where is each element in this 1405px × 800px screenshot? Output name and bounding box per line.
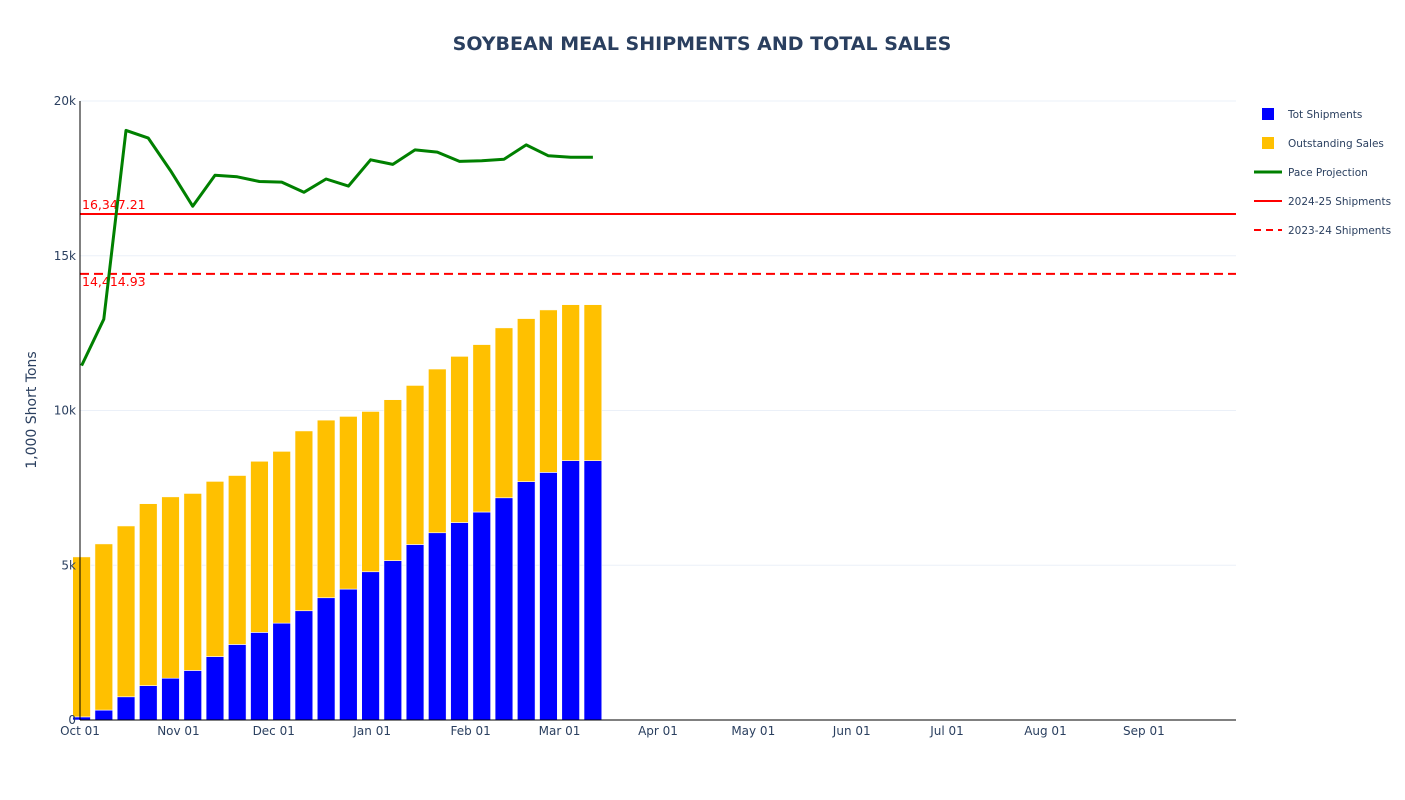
bar-outstanding-sales <box>494 327 514 499</box>
bar-tot-shipments <box>450 522 469 721</box>
x-tick-label: Oct 01 <box>60 724 100 738</box>
legend-swatch <box>1262 108 1274 120</box>
x-tick-label: Jan 01 <box>352 724 391 738</box>
bar-tot-shipments <box>517 481 536 721</box>
bar-tot-shipments <box>316 597 336 721</box>
y-tick-label: 0 <box>68 713 76 727</box>
bar-outstanding-sales <box>72 556 91 718</box>
x-tick-label: Jun 01 <box>832 724 871 738</box>
bar-tot-shipments <box>272 622 291 721</box>
bar-outstanding-sales <box>583 304 603 461</box>
bar-outstanding-sales <box>361 411 380 573</box>
bar-tot-shipments <box>139 685 158 721</box>
bar-tot-shipments <box>339 588 358 721</box>
bar-tot-shipments <box>183 670 202 721</box>
legend-label: 2024-25 Shipments <box>1288 196 1391 208</box>
x-tick-label: Nov 01 <box>157 724 200 738</box>
gridlines <box>80 100 1236 566</box>
bar-outstanding-sales <box>139 503 158 686</box>
y-tick-label: 5k <box>61 558 76 572</box>
bar-tot-shipments <box>383 560 403 721</box>
legend-label: Outstanding Sales <box>1288 138 1384 150</box>
bar-tot-shipments <box>583 460 603 721</box>
reference-line-label: 16,347.21 <box>82 197 146 212</box>
x-tick-label: Aug 01 <box>1024 724 1067 738</box>
x-tick-label: May 01 <box>731 724 775 738</box>
bar-tot-shipments <box>405 544 425 721</box>
bar-tot-shipments <box>205 656 225 721</box>
legend-item: Tot Shipments <box>1262 108 1362 121</box>
legend-item: Outstanding Sales <box>1262 137 1384 150</box>
bar-outstanding-sales <box>294 430 314 612</box>
bar-outstanding-sales <box>561 304 580 461</box>
reference-line-label: 14,414.93 <box>82 274 146 289</box>
bar-tot-shipments <box>361 571 380 721</box>
x-tick-label: Feb 01 <box>450 724 490 738</box>
legend: Tot Shipments Outstanding Sales Pace Proje… <box>1254 108 1391 237</box>
x-tick-label: Sep 01 <box>1123 724 1165 738</box>
bar-outstanding-sales <box>316 419 336 599</box>
y-tick-label: 10k <box>54 404 76 418</box>
legend-label: Pace Projection <box>1288 167 1368 179</box>
chart-title: SOYBEAN MEAL SHIPMENTS AND TOTAL SALES <box>453 33 952 55</box>
line-series <box>80 128 593 367</box>
x-tick-label: Dec 01 <box>253 724 295 738</box>
bar-tot-shipments <box>228 644 247 721</box>
bar-outstanding-sales <box>250 460 269 633</box>
bar-tot-shipments <box>294 610 314 721</box>
bar-outstanding-sales <box>428 368 447 534</box>
bar-outstanding-sales <box>539 309 558 473</box>
bar-tot-shipments <box>539 472 558 721</box>
bar-outstanding-sales <box>272 451 291 624</box>
x-tick-label: Mar 01 <box>539 724 581 738</box>
y-tick-label: 15k <box>54 249 76 263</box>
y-tick-label: 20k <box>54 94 76 108</box>
reference-lines: 16,347.21 14,414.93 <box>80 197 1236 289</box>
bar-tot-shipments <box>472 511 491 721</box>
legend-swatch <box>1262 137 1274 149</box>
bar-outstanding-sales <box>383 399 403 561</box>
bar-outstanding-sales <box>450 356 469 523</box>
bar-outstanding-sales <box>161 496 180 679</box>
bar-outstanding-sales <box>183 493 202 671</box>
bar-tot-shipments <box>116 696 136 721</box>
bar-outstanding-sales <box>205 481 225 657</box>
x-tick-label: Jul 01 <box>929 724 964 738</box>
axes: 0 5k 10k 15k 20k Oct 01 Nov 01 Dec 01 Jan 01 Feb … <box>54 94 1236 738</box>
legend-item: 2023-24 Shipments <box>1254 225 1391 237</box>
bar-outstanding-sales <box>94 543 114 711</box>
bar-tot-shipments <box>161 677 180 721</box>
legend-label: 2023-24 Shipments <box>1288 225 1391 237</box>
bar-tot-shipments <box>250 632 269 721</box>
bar-outstanding-sales <box>228 475 247 645</box>
legend-item: Pace Projection <box>1254 167 1368 179</box>
bar-outstanding-sales <box>339 416 358 590</box>
bar-tot-shipments <box>494 497 514 721</box>
x-tick-label: Apr 01 <box>638 724 678 738</box>
bar-outstanding-sales <box>116 525 136 698</box>
line-pace-projection <box>80 128 593 367</box>
bar-tot-shipments <box>428 532 447 721</box>
bar-outstanding-sales <box>472 344 491 513</box>
bar-outstanding-sales <box>405 385 425 545</box>
bar-tot-shipments <box>94 709 114 721</box>
bar-outstanding-sales <box>517 318 536 482</box>
y-axis-label: 1,000 Short Tons <box>24 351 40 468</box>
legend-item: 2024-25 Shipments <box>1254 196 1391 208</box>
bar-tot-shipments <box>561 460 580 721</box>
bar-series <box>72 304 603 721</box>
legend-label: Tot Shipments <box>1287 109 1362 121</box>
